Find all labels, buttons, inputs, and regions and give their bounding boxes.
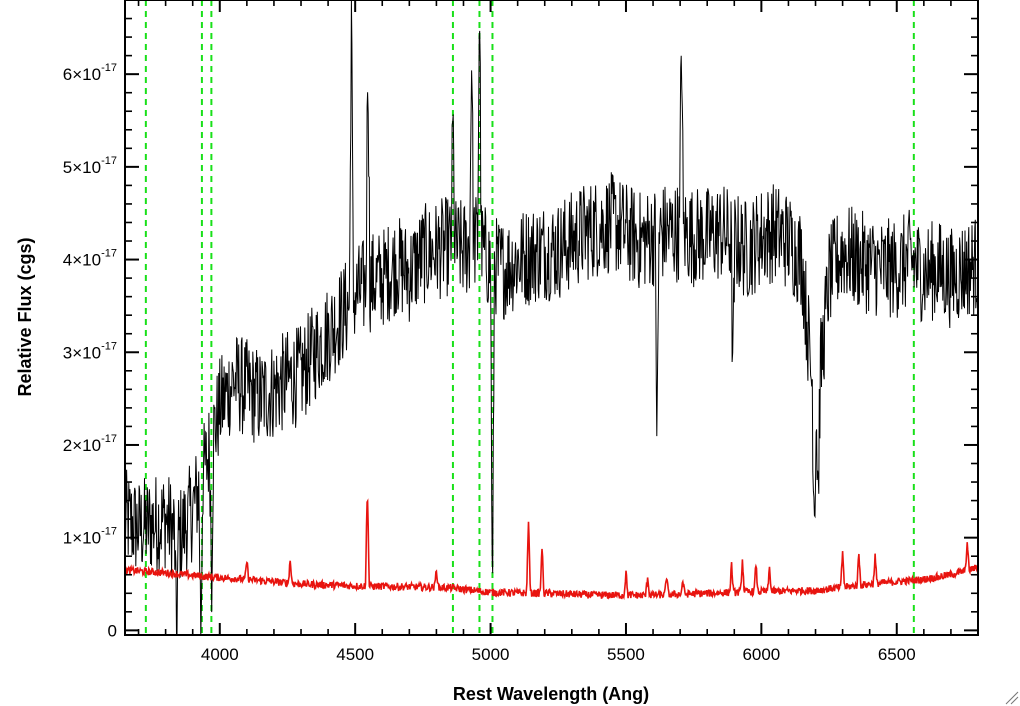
axes xyxy=(124,0,979,636)
y-tick-label: 5×10-17 xyxy=(63,155,117,177)
x-tick-label: 6500 xyxy=(878,645,916,664)
y-tick-label: 4×10-17 xyxy=(63,248,117,270)
error-spectrum-line xyxy=(124,498,979,601)
y-tick-label: 3×10-17 xyxy=(63,340,117,362)
plot-frame xyxy=(124,0,979,636)
y-tick-label: 6×10-17 xyxy=(63,62,117,84)
x-tick-label: 4000 xyxy=(201,645,239,664)
x-tick-label: 6000 xyxy=(742,645,780,664)
y-tick-label: 0 xyxy=(108,621,117,640)
y-axis-label: Relative Flux (cgs) xyxy=(15,237,35,396)
series-layer xyxy=(124,0,979,636)
x-tick-label: 5000 xyxy=(472,645,510,664)
tick-labels: 4000 4500 5000 5500 6000 6500 0 1×10-17 2×10-17 3… xyxy=(63,62,916,664)
resize-grip-icon[interactable] xyxy=(1005,691,1019,705)
galaxy-spectrum-line xyxy=(124,0,979,636)
x-tick-label: 4500 xyxy=(336,645,374,664)
y-tick-label: 2×10-17 xyxy=(63,433,117,455)
y-tick-label: 1×10-17 xyxy=(63,526,117,548)
x-tick-label: 5500 xyxy=(607,645,645,664)
x-axis-label: Rest Wavelength (Ang) xyxy=(453,684,649,704)
